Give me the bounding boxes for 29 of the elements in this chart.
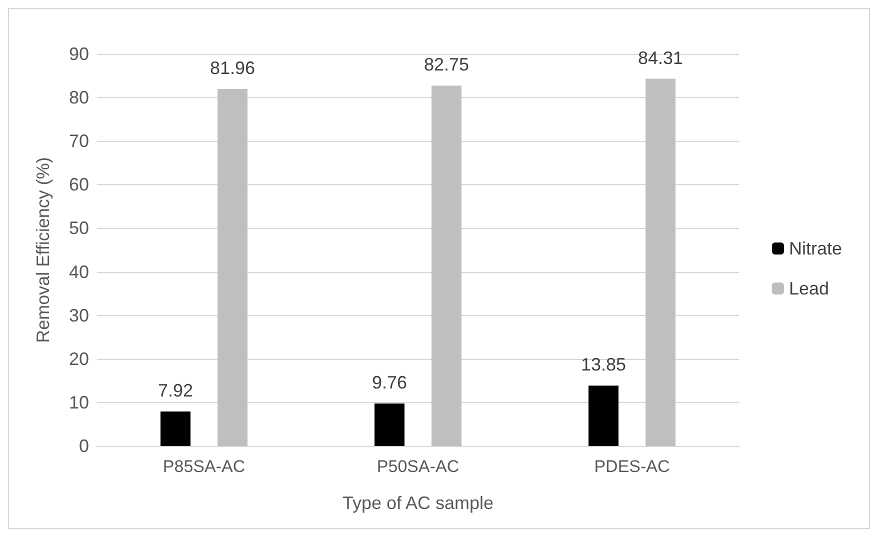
y-tick-label: 20 — [68, 348, 89, 369]
data-label: 13.85 — [580, 354, 626, 375]
bar — [374, 403, 404, 446]
bar — [588, 386, 618, 446]
y-tick-label: 10 — [68, 392, 89, 412]
y-tick-label: 80 — [68, 88, 89, 108]
data-label: 82.75 — [424, 54, 470, 75]
data-label: 7.92 — [158, 380, 194, 401]
x-axis-title: Type of AC sample — [342, 493, 494, 513]
bar — [432, 86, 462, 446]
legend-label: Lead — [788, 278, 830, 298]
x-tick-label: P85SA-AC — [162, 457, 246, 476]
x-tick-label: PDES-AC — [594, 457, 670, 476]
y-tick-label: 90 — [68, 44, 89, 64]
data-label: 9.76 — [372, 372, 408, 392]
y-tick-label: 60 — [68, 174, 89, 195]
y-tick-label: 30 — [68, 305, 89, 326]
legend-label: Nitrate — [788, 238, 842, 258]
x-tick-label: P50SA-AC — [376, 457, 460, 476]
bar — [646, 78, 676, 446]
y-axis-title: Removal Efficiency (%) — [33, 157, 53, 343]
bar — [160, 412, 190, 446]
data-label: 81.96 — [210, 58, 256, 78]
y-tick-label: 0 — [78, 436, 89, 456]
y-tick-label: 50 — [68, 218, 89, 238]
y-tick-label: 70 — [68, 131, 89, 152]
y-tick-label: 40 — [68, 262, 89, 282]
bar — [218, 89, 248, 446]
data-label: 84.31 — [638, 48, 684, 68]
